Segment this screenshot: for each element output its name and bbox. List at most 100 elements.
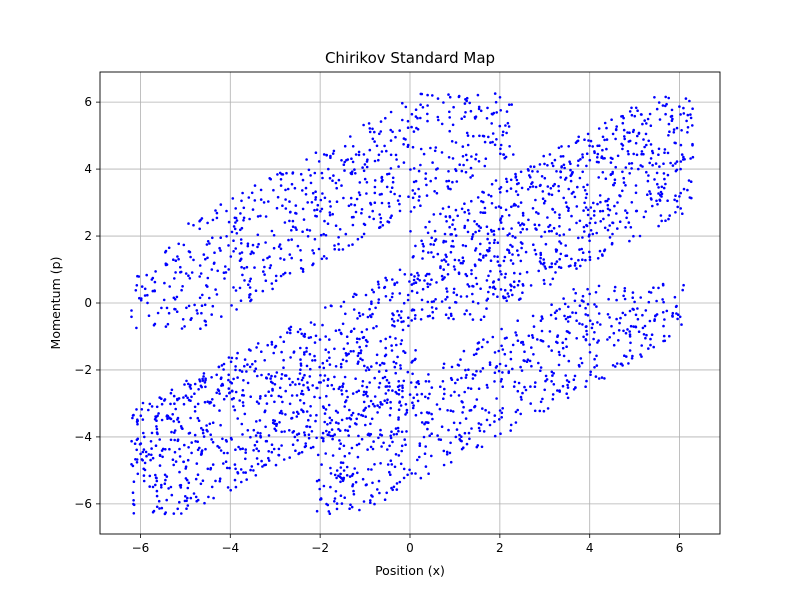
scatter-point — [627, 140, 631, 143]
scatter-point — [340, 332, 343, 336]
scatter-point — [507, 103, 511, 106]
scatter-point — [267, 459, 271, 462]
scatter-point — [529, 176, 532, 179]
scatter-point — [539, 339, 543, 342]
scatter-point — [507, 295, 511, 298]
scatter-point — [364, 415, 368, 419]
scatter-point — [180, 288, 183, 292]
scatter-point — [565, 330, 569, 333]
scatter-point — [406, 473, 409, 477]
scatter-point — [584, 338, 588, 341]
scatter-point — [477, 160, 481, 163]
scatter-point — [644, 210, 647, 213]
scatter-point — [375, 325, 378, 328]
scatter-point — [604, 177, 608, 180]
scatter-point — [414, 179, 418, 183]
scatter-point — [679, 113, 682, 116]
scatter-point — [550, 265, 553, 269]
scatter-point — [193, 382, 197, 386]
scatter-point — [681, 212, 684, 215]
scatter-point — [430, 236, 434, 240]
scatter-point — [418, 195, 421, 198]
scatter-point — [160, 306, 163, 310]
scatter-point — [493, 238, 497, 242]
scatter-point — [615, 298, 618, 302]
scatter-point — [593, 366, 596, 369]
scatter-point — [511, 262, 515, 265]
scatter-point — [636, 307, 639, 310]
scatter-point — [290, 238, 294, 241]
scatter-point — [453, 227, 457, 231]
scatter-point — [555, 340, 558, 344]
scatter-point — [470, 199, 473, 203]
scatter-point — [576, 185, 579, 189]
scatter-point — [517, 253, 520, 257]
scatter-point — [619, 194, 622, 198]
scatter-point — [280, 350, 283, 354]
scatter-point — [578, 219, 582, 223]
scatter-point — [342, 300, 346, 304]
scatter-point — [303, 433, 307, 437]
scatter-point — [150, 405, 154, 408]
scatter-point — [339, 442, 343, 446]
scatter-point — [322, 366, 326, 370]
scatter-point — [198, 446, 201, 450]
scatter-point — [192, 258, 195, 262]
scatter-point — [528, 359, 532, 363]
scatter-point — [610, 242, 614, 246]
scatter-point — [582, 225, 586, 229]
scatter-point — [265, 439, 269, 443]
scatter-point — [488, 246, 491, 250]
scatter-point — [141, 450, 145, 454]
scatter-point — [227, 356, 231, 359]
scatter-point — [330, 418, 334, 422]
scatter-point — [393, 365, 397, 369]
scatter-point — [164, 511, 167, 514]
scatter-point — [193, 405, 197, 409]
scatter-point — [446, 273, 450, 276]
scatter-point — [277, 447, 281, 451]
scatter-point — [543, 265, 547, 268]
scatter-point — [519, 223, 522, 227]
scatter-point — [600, 253, 604, 256]
scatter-point — [569, 168, 572, 172]
scatter-point — [426, 112, 429, 116]
scatter-point — [195, 309, 199, 312]
scatter-point — [585, 379, 588, 383]
scatter-point — [314, 196, 318, 199]
scatter-point — [578, 365, 581, 368]
scatter-point — [385, 185, 389, 189]
scatter-point — [442, 449, 446, 453]
scatter-point — [318, 338, 322, 341]
scatter-point — [218, 479, 222, 483]
scatter-point — [358, 193, 362, 197]
scatter-point — [351, 483, 355, 486]
scatter-point — [178, 447, 181, 451]
scatter-point — [689, 180, 693, 183]
scatter-point — [360, 437, 364, 441]
scatter-point — [309, 446, 313, 450]
scatter-point — [264, 215, 268, 218]
scatter-point — [650, 333, 654, 337]
scatter-point — [532, 165, 536, 168]
scatter-point — [643, 324, 647, 328]
scatter-point — [508, 232, 511, 235]
scatter-point — [142, 474, 146, 477]
scatter-point — [340, 389, 343, 392]
scatter-point — [614, 137, 617, 141]
scatter-point — [435, 281, 438, 284]
scatter-point — [583, 138, 586, 141]
scatter-point — [465, 99, 469, 103]
scatter-point — [354, 210, 358, 214]
x-tick-label: −6 — [132, 541, 150, 555]
scatter-point — [253, 443, 257, 447]
scatter-point — [499, 221, 503, 224]
scatter-point — [430, 306, 434, 309]
scatter-point — [559, 242, 563, 245]
scatter-point — [552, 383, 556, 386]
scatter-point — [173, 402, 176, 406]
scatter-point — [515, 182, 519, 186]
scatter-point — [384, 392, 388, 395]
scatter-point — [162, 298, 166, 302]
scatter-point — [515, 178, 519, 182]
